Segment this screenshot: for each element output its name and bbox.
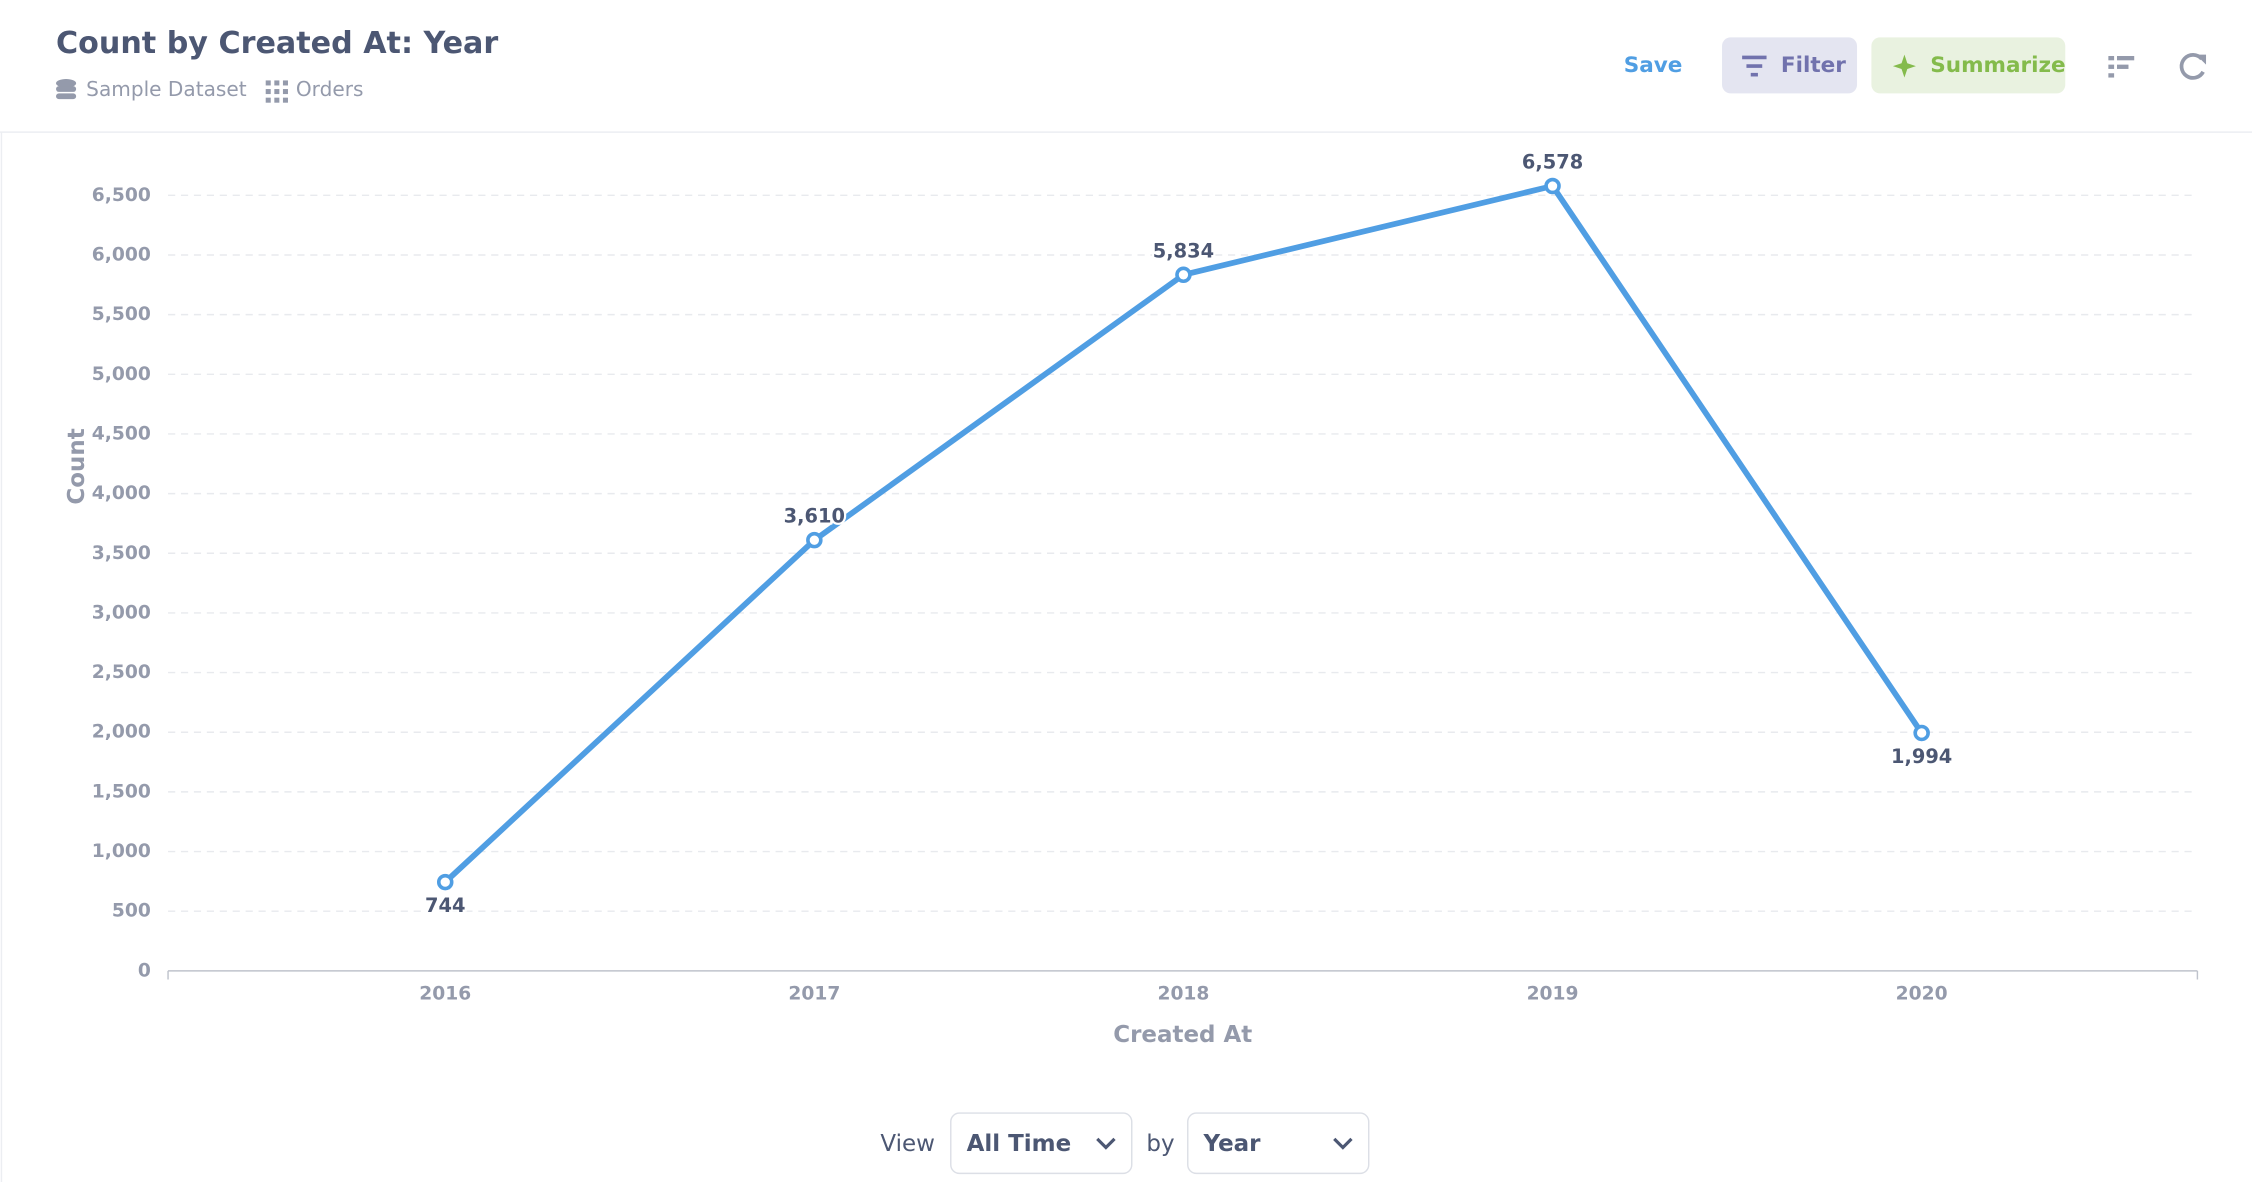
save-button[interactable]: Save bbox=[1624, 53, 1683, 78]
value-label: 5,834 bbox=[1153, 239, 1214, 262]
database-icon bbox=[56, 78, 77, 100]
y-tick-label: 4,500 bbox=[92, 423, 151, 444]
period-chevron bbox=[1096, 1137, 1116, 1150]
data-point bbox=[1544, 177, 1561, 195]
chart: 0 500 1,000 1,500 2,000 2,500 3,000 3,500 4,000 4… bbox=[64, 148, 2199, 1048]
y-tick-label: 5,500 bbox=[92, 304, 151, 325]
y-tick-label: 2,500 bbox=[92, 662, 151, 683]
unit-select[interactable] bbox=[1187, 1112, 1370, 1175]
y-tick-label: 500 bbox=[112, 901, 151, 922]
y-tick-label: 6,500 bbox=[92, 185, 151, 206]
data-point bbox=[1175, 266, 1192, 284]
unit-value: Year bbox=[1203, 1131, 1262, 1157]
value-label: 3,610 bbox=[784, 505, 845, 528]
view-label: View bbox=[880, 1131, 935, 1157]
value-label: 1,994 bbox=[1891, 745, 1952, 768]
summarize-label: Summarize bbox=[1930, 53, 2065, 78]
y-tick-label: 3,000 bbox=[92, 602, 151, 623]
data-point bbox=[1913, 724, 1930, 742]
table-icon bbox=[265, 80, 288, 103]
value-label: 6,578 bbox=[1522, 151, 1583, 174]
y-tick-label: 4,000 bbox=[92, 483, 151, 504]
y-tick-label: 1,500 bbox=[92, 781, 151, 802]
x-tick-label: 2020 bbox=[1896, 983, 1948, 1004]
y-tick-label: 2,000 bbox=[92, 722, 151, 743]
period-select[interactable] bbox=[950, 1112, 1133, 1175]
x-tick-label: 2016 bbox=[419, 983, 471, 1004]
summarize-button[interactable] bbox=[1871, 37, 2066, 94]
by-label: by bbox=[1146, 1131, 1174, 1157]
y-axis-label: Count bbox=[64, 428, 90, 504]
data-point bbox=[806, 531, 823, 549]
refresh-icon[interactable] bbox=[2179, 53, 2205, 80]
filter-button[interactable] bbox=[1722, 37, 1858, 94]
title: Count by Created At: Year bbox=[56, 26, 498, 61]
data-point bbox=[436, 873, 454, 891]
notebook-icon[interactable] bbox=[2108, 56, 2135, 78]
refresh-arrow bbox=[2195, 54, 2207, 65]
y-tick-label: 1,000 bbox=[92, 841, 151, 862]
table-link[interactable]: Orders bbox=[296, 77, 364, 101]
y-tick-label: 5,000 bbox=[92, 364, 151, 385]
filter-label: Filter bbox=[1781, 53, 1846, 78]
filter-icon bbox=[1742, 55, 1767, 77]
database-link[interactable]: Sample Dataset bbox=[86, 77, 247, 101]
period-value: All Time bbox=[967, 1131, 1072, 1157]
y-tick-label: 6,000 bbox=[92, 244, 151, 265]
x-tick-label: 2019 bbox=[1527, 983, 1579, 1004]
summarize-icon bbox=[1892, 54, 1916, 78]
x-axis-label: Created At bbox=[1113, 1022, 1252, 1048]
y-tick-label: 3,500 bbox=[92, 543, 151, 564]
y-tick-label: 0 bbox=[138, 960, 151, 981]
value-label: 744 bbox=[425, 894, 465, 917]
x-tick-label: 2017 bbox=[788, 983, 840, 1004]
unit-chevron bbox=[1333, 1137, 1353, 1150]
x-tick-label: 2018 bbox=[1157, 983, 1209, 1004]
